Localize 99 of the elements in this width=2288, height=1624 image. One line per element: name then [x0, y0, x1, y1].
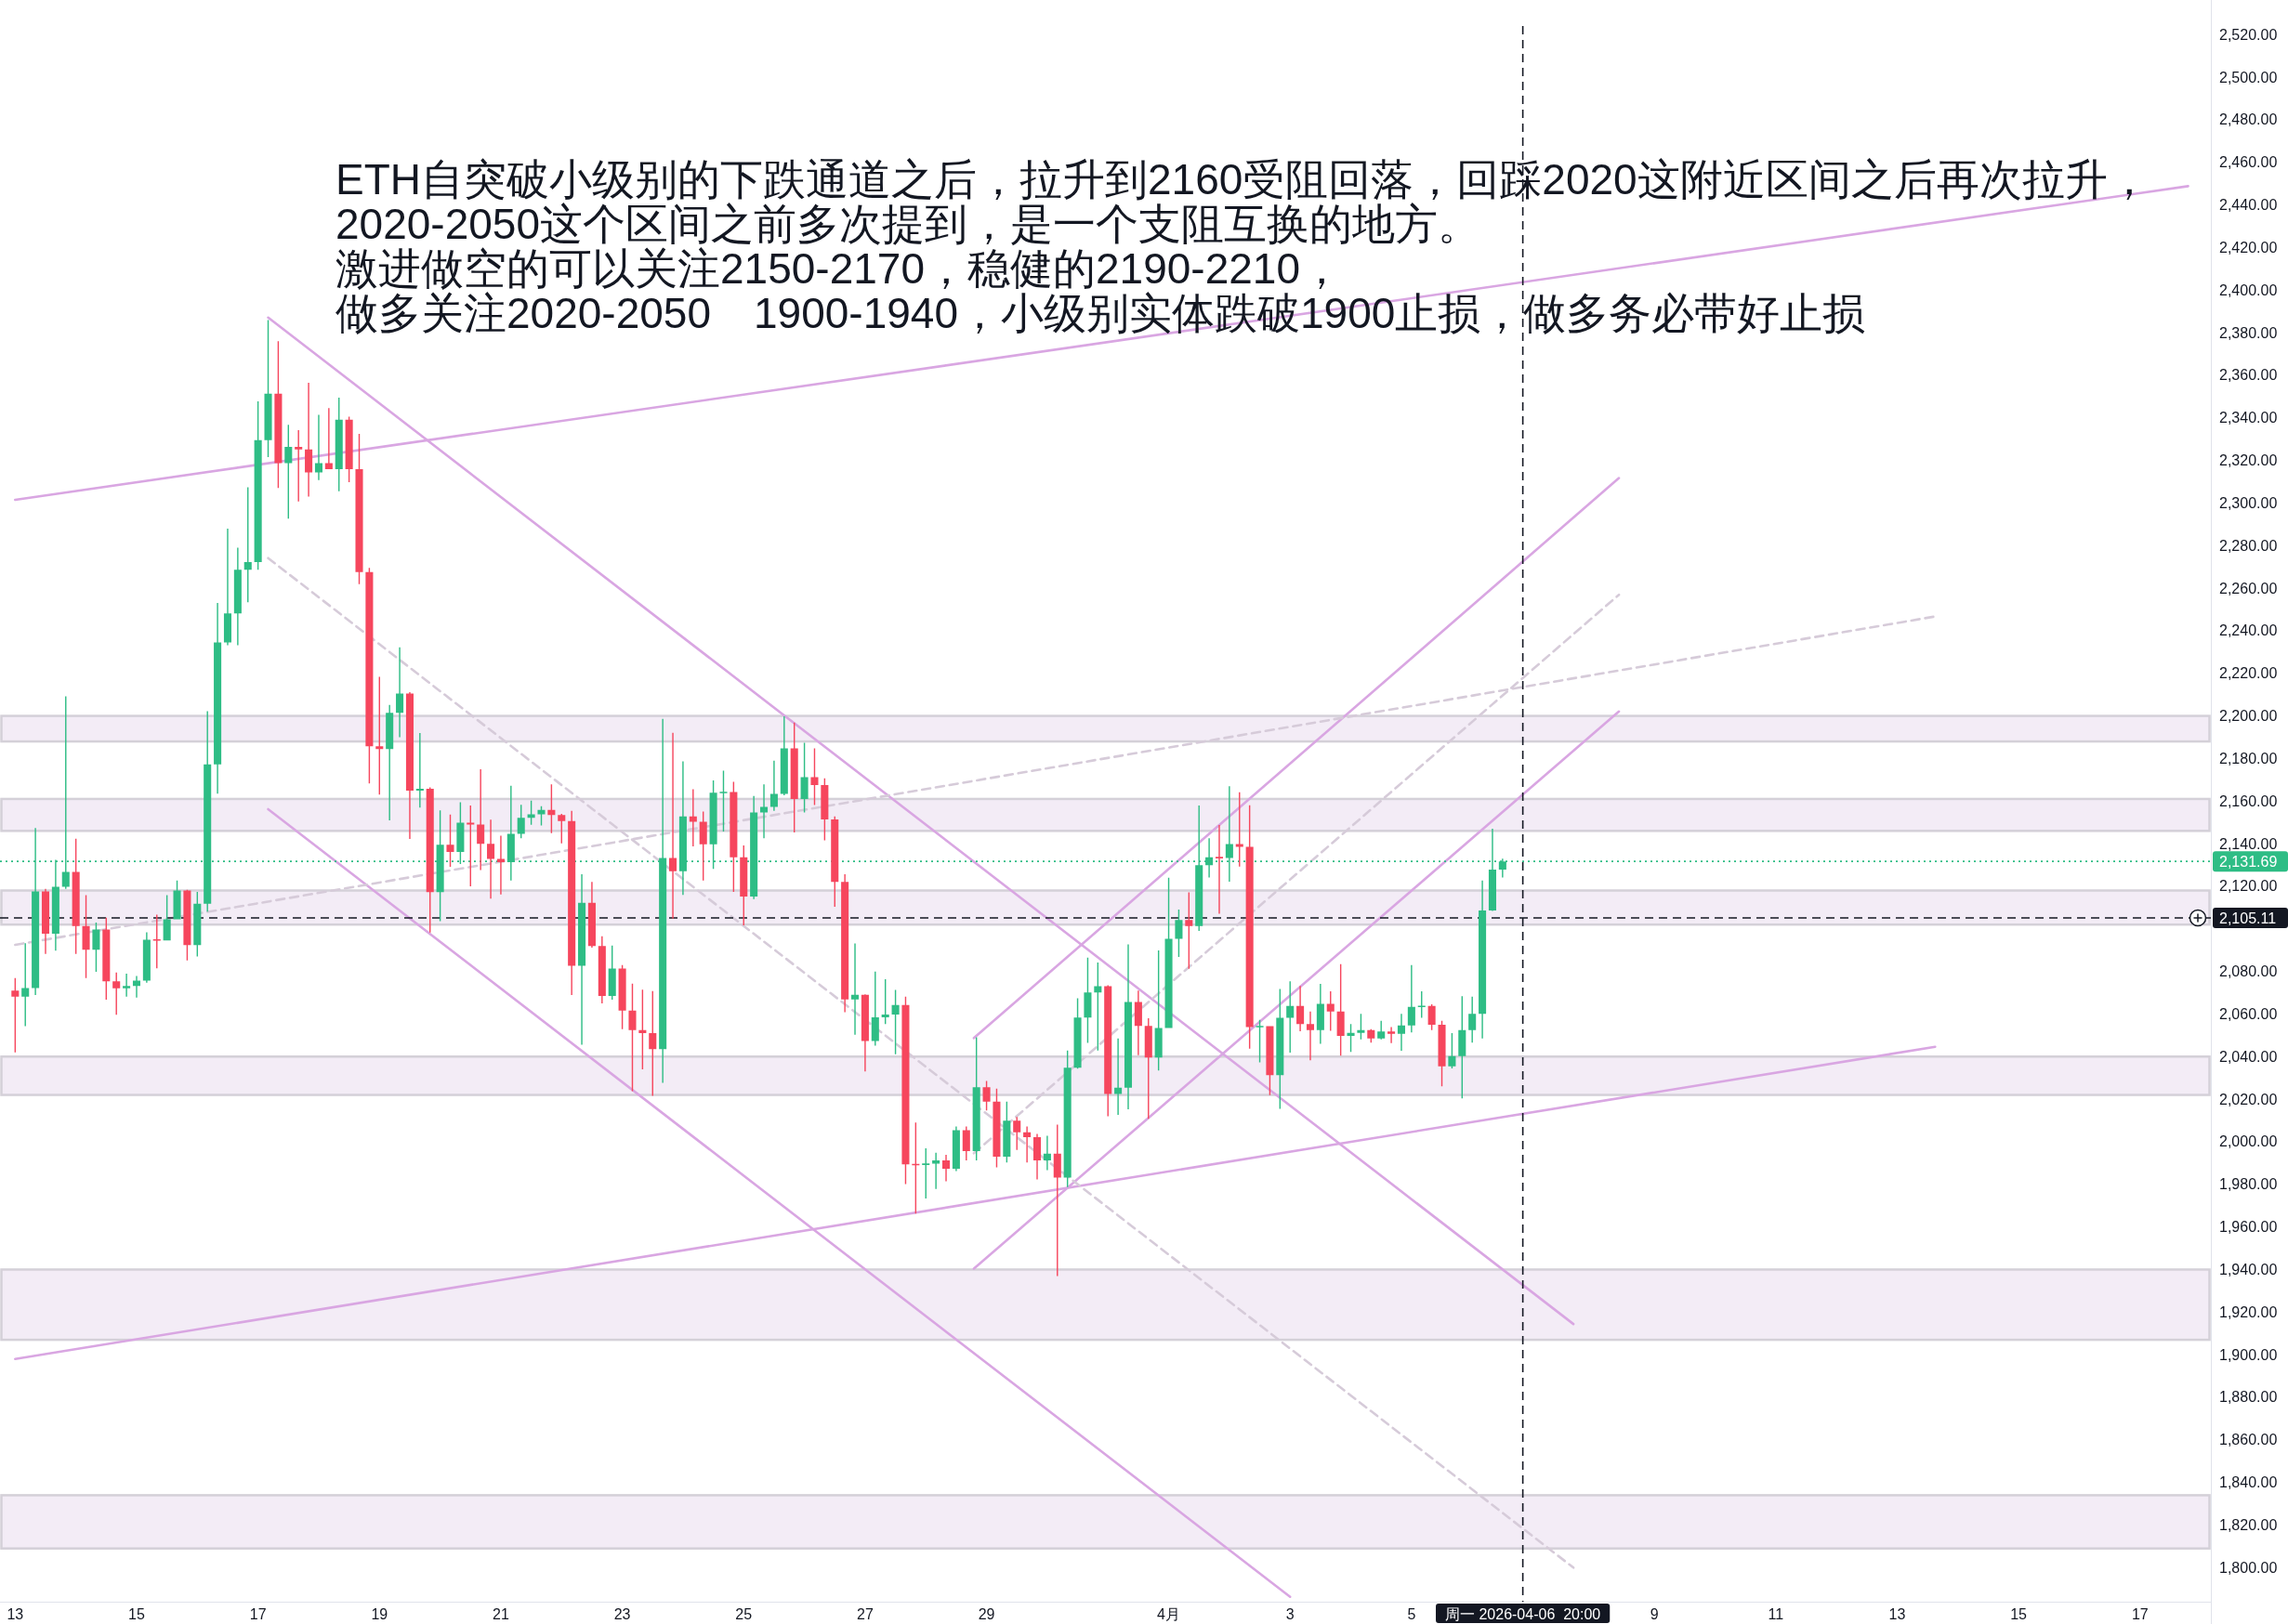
y-tick-label: 2,520.00 — [2219, 26, 2278, 43]
candlestick — [1114, 1038, 1123, 1116]
y-tick-label: 2,440.00 — [2219, 197, 2278, 214]
y-tick-label: 2,500.00 — [2219, 69, 2278, 85]
x-tick-label: 25 — [735, 1605, 753, 1622]
candlestick — [1043, 1135, 1051, 1171]
candlestick — [1215, 824, 1224, 914]
candlestick — [1377, 1020, 1386, 1040]
candlestick — [477, 769, 485, 871]
x-tick-label: 17 — [249, 1605, 267, 1622]
candlestick — [305, 382, 313, 497]
y-tick-label: 2,220.00 — [2219, 665, 2278, 682]
x-tick-label: 29 — [978, 1605, 995, 1622]
x-tick-label: 4月 — [1157, 1605, 1180, 1622]
candlestick — [324, 408, 333, 469]
candlestick — [669, 732, 677, 919]
y-tick-label: 2,200.00 — [2219, 708, 2278, 725]
candlestick — [132, 976, 141, 998]
candlestick — [295, 430, 303, 502]
candlestick — [415, 732, 424, 808]
candlestick — [1023, 1126, 1032, 1163]
y-tick-label: 2,340.00 — [2219, 410, 2278, 426]
candlestick — [1438, 1020, 1446, 1087]
y-tick-label: 2,400.00 — [2219, 282, 2278, 298]
y-tick-label: 2,000.00 — [2219, 1133, 2278, 1150]
x-tick-label: 3 — [1285, 1605, 1295, 1622]
candlestick — [689, 789, 697, 847]
candlestick — [123, 973, 131, 997]
candlestick — [1032, 1133, 1042, 1180]
candlestick — [1397, 1014, 1405, 1052]
ref-line-label: 周一 2026-04-06 20:00 — [1445, 1605, 1601, 1622]
candlestick — [1306, 1011, 1315, 1061]
x-tick-label: 17 — [2131, 1605, 2149, 1622]
y-tick-label: 2,040.00 — [2219, 1048, 2278, 1065]
y-tick-label: 1,900.00 — [2219, 1346, 2278, 1363]
x-tick-label: 23 — [613, 1605, 631, 1622]
candlestick — [1134, 990, 1142, 1055]
candlestick — [496, 835, 505, 895]
candlestick — [1296, 986, 1305, 1031]
candlestick — [506, 785, 515, 881]
y-tick-label: 1,860.00 — [2219, 1432, 2278, 1448]
y-tick-label: 2,260.00 — [2219, 580, 2278, 596]
candlestick — [1387, 1027, 1396, 1043]
y-tick-label: 2,360.00 — [2219, 367, 2278, 384]
y-tick-label: 2,380.00 — [2219, 324, 2278, 341]
candlestick — [769, 760, 778, 811]
x-tick-label: 15 — [128, 1605, 145, 1622]
candlestick — [871, 971, 879, 1046]
candlestick — [314, 414, 322, 480]
candlestick — [386, 704, 394, 821]
y-tick-label: 1,800.00 — [2219, 1559, 2278, 1576]
x-tick-label: 13 — [1888, 1605, 1906, 1622]
candlestick — [578, 874, 586, 1045]
candlestick — [941, 1154, 951, 1182]
candlestick — [932, 1152, 940, 1189]
x-tick-label: 15 — [2010, 1605, 2028, 1622]
x-tick-label: 13 — [7, 1605, 24, 1622]
candlestick — [851, 943, 860, 1035]
candlestick — [487, 819, 495, 899]
x-tick-label: 19 — [371, 1605, 388, 1622]
x-tick-label: 21 — [493, 1605, 509, 1622]
candlestick — [861, 994, 869, 1072]
y-tick-label: 2,120.00 — [2219, 878, 2278, 895]
y-tick-label: 1,880.00 — [2219, 1389, 2278, 1406]
candlestick — [355, 433, 363, 584]
y-tick-label: 2,160.00 — [2219, 792, 2278, 809]
y-tick-label: 2,420.00 — [2219, 239, 2278, 255]
y-tick-label: 2,300.00 — [2219, 494, 2278, 511]
candlestick — [396, 647, 404, 738]
y-tick-label: 2,240.00 — [2219, 622, 2278, 639]
candlestick — [1468, 996, 1477, 1043]
y-tick-label: 2,480.00 — [2219, 111, 2278, 128]
x-tick-label: 5 — [1407, 1605, 1416, 1622]
y-tick-label: 2,180.00 — [2219, 750, 2278, 766]
y-tick-label: 2,140.00 — [2219, 835, 2278, 852]
candlestick — [1124, 944, 1133, 1110]
y-tick-label: 1,980.00 — [2219, 1176, 2278, 1193]
y-tick-label: 1,820.00 — [2219, 1516, 2278, 1533]
candlestick — [1316, 983, 1324, 1044]
ref-line-label: 2,131.69 — [2219, 853, 2278, 870]
x-tick-label: 9 — [1650, 1605, 1659, 1622]
y-tick-label: 2,320.00 — [2219, 452, 2278, 469]
x-tick-label: 11 — [1768, 1605, 1784, 1622]
candlestick — [760, 784, 769, 839]
candlestick — [223, 529, 232, 646]
candlestick — [1407, 964, 1415, 1033]
y-tick-label: 2,280.00 — [2219, 537, 2278, 554]
y-tick-label: 1,940.00 — [2219, 1261, 2278, 1277]
x-tick-label: 27 — [857, 1605, 874, 1622]
y-tick-label: 2,060.00 — [2219, 1005, 2278, 1022]
y-tick-label: 1,840.00 — [2219, 1474, 2278, 1491]
y-tick-label: 1,920.00 — [2219, 1303, 2278, 1320]
candlestick — [780, 716, 788, 796]
y-tick-label: 2,020.00 — [2219, 1091, 2278, 1107]
y-tick-label: 2,460.00 — [2219, 154, 2278, 171]
ref-line-label: 2,105.11 — [2219, 910, 2277, 926]
candlestick — [233, 547, 242, 646]
y-tick-label: 2,080.00 — [2219, 963, 2278, 980]
y-tick-label: 1,960.00 — [2219, 1219, 2278, 1236]
